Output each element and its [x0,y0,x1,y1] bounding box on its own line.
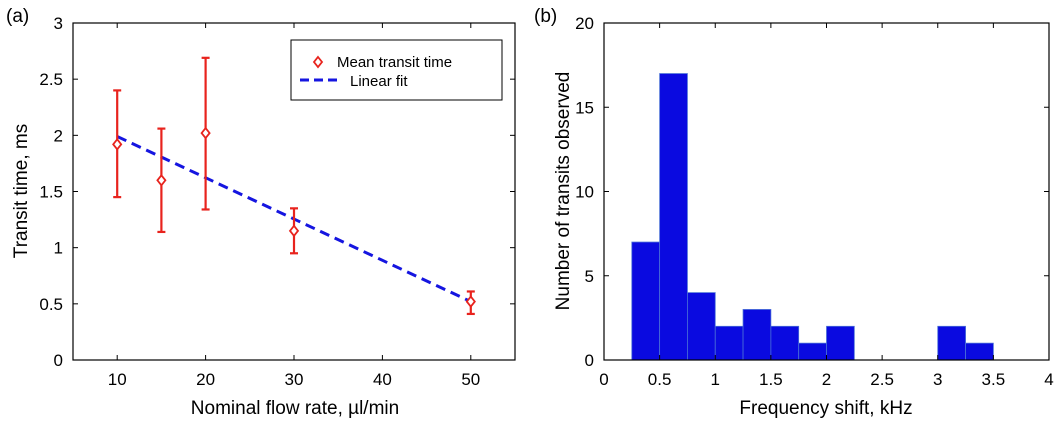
x-tick-label: 20 [196,370,215,389]
panel-a: (a) 0 0.5 1 1.5 2 2.5 3 10 20 30 40 50 Nominal flo… [6,6,516,419]
histogram-bar [687,292,716,361]
histogram-bar [631,241,661,361]
panel-a-y-ticks: 0 0.5 1 1.5 2 2.5 3 [39,14,515,370]
panel-a-axes-frame [72,22,516,361]
data-point-marker [200,126,211,140]
panel-a-marks [112,56,476,316]
y-tick-label: 15 [575,98,594,117]
y-tick-label: 0.5 [39,295,63,314]
panel-b-y-axis-label: Number of transits observed [553,72,574,311]
panel-a-x-ticks: 10 20 30 40 50 [108,23,480,389]
x-tick-label: 50 [461,370,480,389]
x-tick-label: 0 [599,370,608,389]
histogram-bar [714,325,744,361]
legend-marker-mean-transit-time [312,55,324,69]
y-tick-label: 1.5 [39,183,63,202]
legend-label-linear-fit: Linear fit [350,73,408,90]
data-point-marker [288,224,300,238]
histogram-bar [826,325,855,361]
y-tick-label: 20 [575,14,594,33]
x-tick-label: 2.5 [870,370,894,389]
data-point-marker [156,173,167,187]
panel-b-label: (b) [534,6,557,27]
x-tick-label: 0.5 [648,370,672,389]
x-tick-label: 40 [373,370,392,389]
y-tick-label: 0 [54,351,63,370]
y-tick-label: 0 [585,351,594,370]
panel-b-x-ticks: 0 0.5 1 1.5 2 2.5 3 3.5 4 [599,23,1054,389]
panel-a-y-axis-label: Transit time, ms [11,124,32,258]
panel-b-axes-frame [603,22,1050,361]
legend-box [290,39,503,101]
x-tick-label: 3 [933,370,942,389]
y-tick-label: 3 [54,14,63,33]
panel-b-x-axis-label: Frequency shift, kHz [739,398,912,419]
y-tick-label: 2 [54,126,63,145]
histogram-bar [798,342,827,361]
x-tick-label: 2 [822,370,831,389]
panel-a-legend: Mean transit time Linear fit [290,39,503,101]
histogram-bar [965,342,994,361]
panel-b-y-ticks: 0 5 10 15 20 [575,14,1049,370]
y-tick-label: 10 [575,183,594,202]
histogram-bar [937,325,966,361]
legend-label-mean-transit-time: Mean transit time [337,54,452,71]
y-tick-label: 5 [585,267,594,286]
x-tick-label: 30 [285,370,304,389]
panel-a-x-axis-label: Nominal flow rate, µl/min [191,398,399,419]
panel-b-bars [631,73,994,361]
data-point-marker [465,295,476,309]
x-tick-label: 1 [711,370,720,389]
x-tick-label: 1.5 [759,370,783,389]
histogram-bar [770,325,800,361]
histogram-bar [659,73,688,361]
x-tick-label: 10 [108,370,127,389]
data-point-marker [112,137,123,151]
y-tick-label: 2.5 [39,70,63,89]
x-tick-label: 3.5 [982,370,1006,389]
panel-b: (b) 0 5 10 15 20 0 0.5 1 1.5 2 2.5 3 3.5 4 Frequency… [534,6,1054,419]
x-tick-label: 4 [1044,370,1053,389]
histogram-bar [742,309,772,361]
panel-a-label: (a) [6,6,29,27]
y-tick-label: 1 [54,239,63,258]
